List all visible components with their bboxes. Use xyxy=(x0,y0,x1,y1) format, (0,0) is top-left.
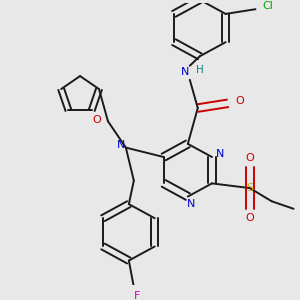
Text: O: O xyxy=(92,115,101,124)
Text: Cl: Cl xyxy=(262,2,273,11)
Text: O: O xyxy=(245,153,254,163)
Text: F: F xyxy=(134,291,140,300)
Text: H: H xyxy=(196,65,204,75)
Text: O: O xyxy=(235,97,244,106)
Text: N: N xyxy=(181,67,189,77)
Text: O: O xyxy=(245,213,254,223)
Text: N: N xyxy=(216,149,224,159)
Text: N: N xyxy=(117,140,125,150)
Text: S: S xyxy=(246,183,253,193)
Text: N: N xyxy=(187,199,195,209)
